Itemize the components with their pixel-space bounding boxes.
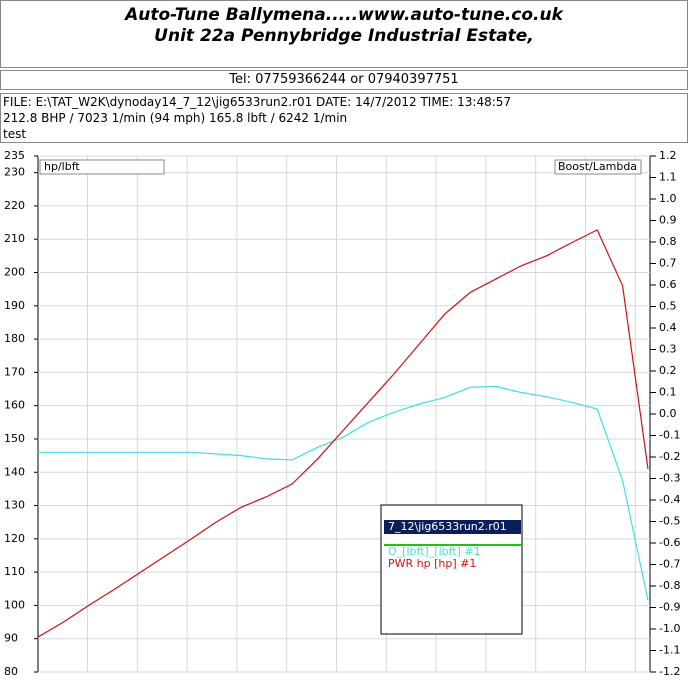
y2-tick-label: 1.1 — [659, 171, 677, 184]
info-box: FILE: E:\TAT_W2K\dynoday14_7_12\jig6533r… — [0, 93, 688, 143]
y-tick-label: 210 — [4, 232, 25, 245]
y2-tick-label: -0.2 — [659, 450, 680, 463]
y2-axis-label: Boost/Lambda — [558, 160, 637, 173]
series-line — [38, 385, 649, 601]
y2-tick-label: -0.1 — [659, 429, 680, 442]
y-tick-label: 100 — [4, 598, 25, 611]
y-tick-label: 110 — [4, 565, 25, 578]
y-tick-label: 80 — [4, 665, 18, 678]
legend-title-bg — [384, 520, 521, 534]
y2-tick-label: -0.8 — [659, 579, 680, 592]
y-tick-label: 90 — [4, 632, 18, 645]
plot-frame — [37, 155, 651, 673]
y-tick-label: 160 — [4, 399, 25, 412]
y-tick-label: 235 — [4, 150, 25, 162]
y-tick-label: 120 — [4, 532, 25, 545]
y2-tick-label: 0.9 — [659, 214, 677, 227]
y-tick-label: 140 — [4, 465, 25, 478]
y2-tick-label: 0.4 — [659, 321, 677, 334]
info-line: test — [3, 127, 27, 141]
y2-tick-label: 0.8 — [659, 235, 677, 248]
y2-tick-label: -0.4 — [659, 493, 680, 506]
y2-tick-label: -0.3 — [659, 472, 680, 485]
chart: hp/lbft Boost/Lambda 7_12\jig6533run2.r0… — [4, 150, 680, 678]
legend-entry: PWR hp [hp] #1 — [388, 557, 476, 570]
y-tick-label: 130 — [4, 499, 25, 512]
header-subtitle: Unit 22a Pennybridge Industrial Estate, — [154, 26, 534, 46]
y2-tick-label: -0.9 — [659, 601, 680, 614]
y-tick-label: 200 — [4, 266, 25, 279]
y2-tick-label: 0.6 — [659, 278, 677, 291]
y-tick-label: 180 — [4, 332, 25, 345]
info-line: 212.8 BHP / 7023 1/min (94 mph) 165.8 lb… — [3, 111, 348, 125]
y2-tick-label: -1.0 — [659, 622, 680, 635]
y2-tick-label: -1.2 — [659, 665, 680, 678]
legend-entry: O_[lbft]_[lbft] #1 — [388, 545, 481, 558]
header-box: Auto-Tune Ballymena.....www.auto-tune.co… — [0, 0, 688, 68]
y2-tick-label: 0.0 — [659, 407, 677, 420]
y2-tick-label: -1.1 — [659, 644, 680, 657]
y2-tick-label: 1.2 — [659, 150, 677, 162]
y-tick-label: 220 — [4, 199, 25, 212]
y2-label-box — [554, 159, 642, 175]
y-label-box — [39, 159, 165, 175]
phone: Tel: 07759366244 or 07940397751 — [0, 70, 688, 90]
y-tick-label: 230 — [4, 166, 25, 179]
y-tick-label: 170 — [4, 365, 25, 378]
header-title: Auto-Tune Ballymena.....www.auto-tune.co… — [125, 5, 563, 25]
y2-tick-label: 0.5 — [659, 300, 677, 313]
y2-tick-label: 0.2 — [659, 364, 677, 377]
y2-tick-label: -0.5 — [659, 515, 680, 528]
y2-tick-label: -0.7 — [659, 558, 680, 571]
y2-tick-label: 0.7 — [659, 257, 677, 270]
y-axis-label: hp/lbft — [44, 160, 80, 173]
info-line: FILE: E:\TAT_W2K\dynoday14_7_12\jig6533r… — [3, 95, 512, 109]
y2-tick-label: 0.3 — [659, 343, 677, 356]
series-line — [37, 229, 649, 638]
y2-tick-label: 1.0 — [659, 192, 677, 205]
y2-tick-label: -0.6 — [659, 536, 680, 549]
y-tick-label: 150 — [4, 432, 25, 445]
y2-tick-label: 0.1 — [659, 386, 677, 399]
y-tick-label: 190 — [4, 299, 25, 312]
legend-title: 7_12\jig6533run2.r01 — [388, 520, 507, 533]
